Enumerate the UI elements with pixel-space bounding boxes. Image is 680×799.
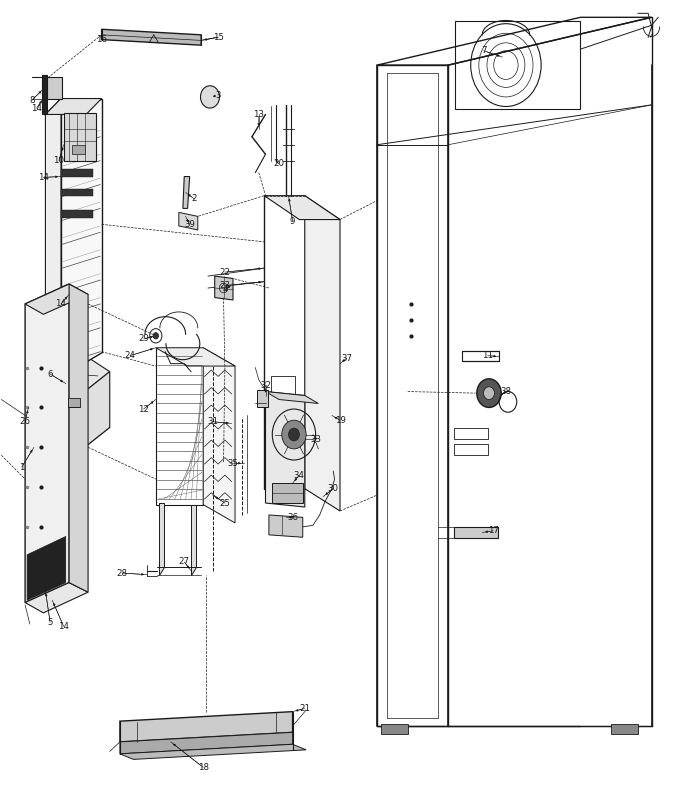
Text: 6: 6 — [48, 369, 53, 379]
Polygon shape — [264, 196, 340, 220]
Text: 5: 5 — [48, 618, 53, 627]
Bar — [61, 210, 93, 218]
Text: 9: 9 — [290, 217, 295, 225]
Text: 19: 19 — [335, 415, 345, 425]
Polygon shape — [203, 348, 235, 523]
Polygon shape — [25, 284, 69, 602]
Text: 30: 30 — [328, 484, 339, 493]
Polygon shape — [265, 392, 318, 403]
Bar — [454, 444, 488, 455]
Polygon shape — [120, 733, 292, 753]
Polygon shape — [101, 30, 201, 46]
Text: 31: 31 — [207, 417, 218, 427]
Polygon shape — [120, 744, 306, 759]
Text: 34: 34 — [294, 471, 305, 479]
Text: 23: 23 — [220, 281, 231, 290]
Text: 1: 1 — [19, 463, 24, 471]
Polygon shape — [83, 372, 109, 449]
Bar — [61, 189, 93, 197]
Polygon shape — [46, 98, 61, 392]
Bar — [42, 74, 48, 114]
Polygon shape — [34, 340, 61, 417]
Text: 16: 16 — [96, 35, 107, 44]
Circle shape — [153, 332, 158, 339]
Polygon shape — [183, 177, 190, 209]
Bar — [454, 428, 488, 439]
Circle shape — [201, 85, 220, 108]
Bar — [61, 169, 93, 177]
Bar — [611, 725, 638, 734]
Text: 12: 12 — [138, 404, 149, 414]
Bar — [271, 376, 294, 439]
Bar — [73, 145, 85, 154]
Text: 14: 14 — [31, 104, 42, 113]
Polygon shape — [61, 98, 101, 376]
Polygon shape — [158, 503, 164, 574]
Polygon shape — [120, 712, 292, 742]
Bar — [64, 113, 96, 161]
Text: 10: 10 — [54, 156, 65, 165]
Text: 14: 14 — [38, 173, 49, 182]
Text: 11: 11 — [482, 352, 493, 360]
Text: 17: 17 — [488, 527, 498, 535]
Text: 2: 2 — [192, 194, 197, 204]
Text: 22: 22 — [220, 268, 231, 276]
Text: 18: 18 — [198, 763, 209, 772]
Text: 36: 36 — [287, 513, 298, 522]
Bar — [381, 725, 408, 734]
Polygon shape — [191, 505, 197, 574]
Text: 38: 38 — [500, 387, 511, 396]
Polygon shape — [156, 348, 235, 366]
Polygon shape — [25, 284, 88, 314]
Circle shape — [282, 420, 306, 449]
Polygon shape — [46, 98, 101, 114]
Text: 7: 7 — [481, 46, 486, 55]
Text: 4: 4 — [222, 285, 228, 294]
Text: 32: 32 — [260, 380, 271, 390]
Circle shape — [288, 428, 299, 441]
Bar — [272, 483, 303, 503]
Text: 20: 20 — [273, 159, 284, 169]
Text: 8: 8 — [29, 96, 35, 105]
Polygon shape — [215, 276, 233, 300]
Polygon shape — [25, 582, 88, 613]
Bar — [68, 398, 80, 407]
Polygon shape — [269, 515, 303, 537]
Text: 28: 28 — [116, 569, 127, 578]
Circle shape — [477, 379, 501, 407]
Text: 15: 15 — [213, 33, 224, 42]
Text: 25: 25 — [220, 499, 231, 507]
Text: 37: 37 — [341, 354, 352, 363]
Polygon shape — [305, 196, 340, 511]
Bar — [462, 351, 499, 361]
Polygon shape — [27, 536, 66, 600]
Polygon shape — [34, 340, 109, 393]
Text: 26: 26 — [20, 417, 31, 427]
Polygon shape — [44, 77, 63, 98]
Text: 13: 13 — [253, 110, 265, 119]
Text: 39: 39 — [184, 220, 195, 229]
Circle shape — [483, 387, 494, 400]
Bar — [257, 390, 267, 407]
Text: 29: 29 — [138, 335, 149, 344]
Text: 33: 33 — [311, 435, 322, 443]
Text: 24: 24 — [124, 352, 135, 360]
Text: 14: 14 — [58, 622, 69, 631]
Polygon shape — [179, 213, 198, 230]
Polygon shape — [265, 392, 305, 507]
Text: 35: 35 — [228, 459, 239, 467]
Text: 21: 21 — [299, 704, 310, 713]
Text: 3: 3 — [216, 91, 221, 100]
Bar — [454, 527, 498, 538]
Text: 27: 27 — [179, 558, 190, 566]
Polygon shape — [69, 284, 88, 592]
Text: 14: 14 — [56, 300, 67, 308]
